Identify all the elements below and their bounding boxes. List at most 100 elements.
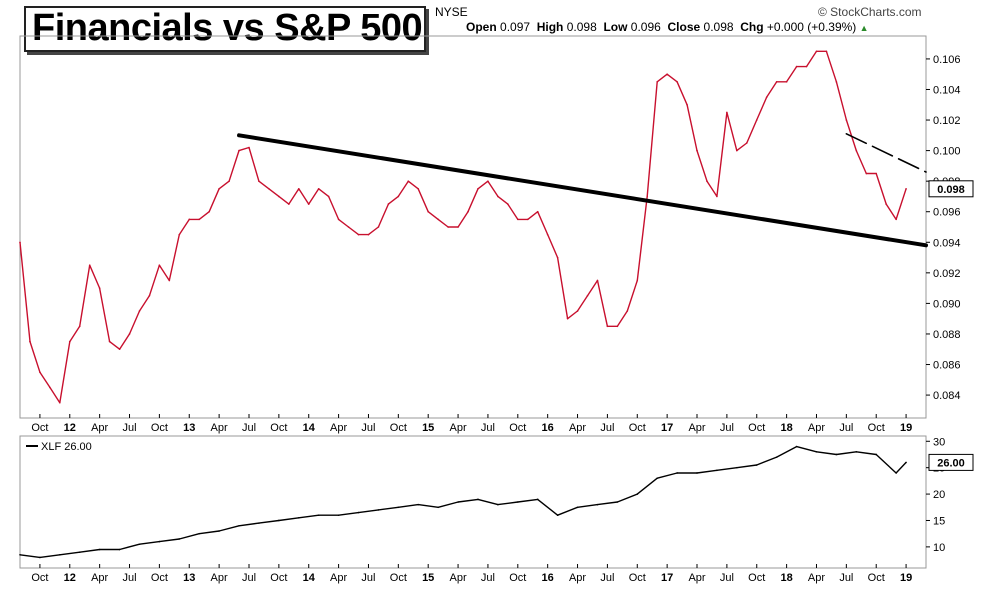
main-data-point xyxy=(367,233,370,236)
main-x-tick-label: Jul xyxy=(481,422,495,434)
main-x-tick-label: 13 xyxy=(183,422,195,434)
main-data-point xyxy=(676,81,678,83)
lower-x-tick-label: Jul xyxy=(720,572,734,584)
lower-x-tick-label: Oct xyxy=(390,572,407,584)
main-data-point xyxy=(118,348,121,351)
lower-series-line xyxy=(19,445,907,559)
lower-data-point xyxy=(576,506,579,509)
main-x-tick-label: Jul xyxy=(720,422,734,434)
main-data-point xyxy=(248,146,250,149)
main-data-point xyxy=(556,256,559,259)
main-data-point xyxy=(397,195,400,198)
main-data-point xyxy=(198,218,201,221)
lower-data-point xyxy=(795,445,798,448)
lower-data-point xyxy=(138,543,141,546)
lower-data-point xyxy=(118,548,121,551)
lower-y-tick-label: 15 xyxy=(933,515,945,527)
lower-close-label: 26.00 xyxy=(937,457,965,469)
lower-data-point xyxy=(536,498,539,501)
lower-data-point xyxy=(78,551,81,553)
main-y-tick-label: 0.104 xyxy=(933,84,961,96)
low-value: 0.096 xyxy=(630,20,661,34)
lower-data-point xyxy=(317,514,320,516)
chart-title: Financials vs S&P 500 xyxy=(32,7,423,49)
lower-data-point xyxy=(238,524,240,527)
main-data-point xyxy=(845,119,848,121)
main-y-tick-label: 0.090 xyxy=(933,298,961,310)
main-y-tick-label: 0.084 xyxy=(933,390,961,402)
lower-x-tick-label: Oct xyxy=(270,572,287,584)
lower-x-tick-label: Apr xyxy=(330,572,347,584)
main-data-point xyxy=(905,188,907,190)
main-close-label-box xyxy=(928,180,974,198)
main-x-tick-label: Oct xyxy=(509,422,526,434)
lower-x-tick-label: 15 xyxy=(422,572,434,584)
main-data-point xyxy=(447,226,449,228)
lower-data-point xyxy=(437,506,439,509)
lower-y-tick-label: 20 xyxy=(933,489,945,501)
main-trendline-solid xyxy=(237,133,928,248)
main-x-tick-label: 12 xyxy=(64,422,76,434)
main-data-point xyxy=(357,233,360,236)
lower-data-point xyxy=(556,514,559,516)
main-data-point xyxy=(88,264,91,267)
main-x-tick-label: Oct xyxy=(629,422,646,434)
lower-data-point xyxy=(198,532,201,535)
main-x-tick-label: Apr xyxy=(569,422,586,434)
main-data-point xyxy=(108,340,111,343)
lower-close-label-box xyxy=(928,453,974,471)
main-data-point xyxy=(307,203,310,205)
main-x-tick-label: Apr xyxy=(450,422,467,434)
lower-data-point xyxy=(716,469,718,472)
main-data-point xyxy=(696,149,698,152)
main-data-point xyxy=(795,65,798,68)
main-y-tick-label: 0.094 xyxy=(933,237,961,249)
lower-data-point xyxy=(656,477,658,480)
lower-x-tick-label: Jul xyxy=(242,572,256,584)
main-y-tick-label: 0.086 xyxy=(933,360,961,372)
lower-data-point xyxy=(736,466,738,469)
main-data-point xyxy=(606,325,609,328)
main-data-point xyxy=(576,310,579,312)
lower-data-point xyxy=(676,472,678,474)
lower-data-point xyxy=(905,461,907,464)
main-data-point xyxy=(895,218,897,221)
main-data-point xyxy=(835,81,838,83)
main-series-line xyxy=(19,50,907,404)
main-data-point xyxy=(626,310,629,312)
lower-data-point xyxy=(357,511,360,514)
main-data-point xyxy=(815,50,818,53)
lower-x-tick-label: Oct xyxy=(31,572,48,584)
main-data-point xyxy=(337,218,340,221)
main-data-point xyxy=(875,172,878,175)
lower-x-tick-label: Jul xyxy=(839,572,853,584)
lower-y-tick-label: 10 xyxy=(933,542,945,554)
main-data-point xyxy=(656,81,658,83)
main-x-tick-label: 18 xyxy=(780,422,792,434)
main-data-point xyxy=(228,180,230,182)
lower-data-point xyxy=(397,506,400,509)
main-data-point xyxy=(258,180,260,182)
lower-x-tick-label: Apr xyxy=(688,572,705,584)
main-y-tick-label: 0.100 xyxy=(933,146,961,158)
main-data-point xyxy=(616,325,619,328)
main-data-point xyxy=(646,195,649,198)
main-data-point xyxy=(78,325,81,328)
main-data-point xyxy=(457,226,459,228)
lower-x-tick-label: Jul xyxy=(481,572,495,584)
lower-x-tick-label: Oct xyxy=(151,572,168,584)
main-x-tick-label: Apr xyxy=(91,422,108,434)
main-data-point xyxy=(885,203,887,205)
main-data-point xyxy=(775,81,778,83)
main-data-point xyxy=(765,96,768,98)
main-data-point xyxy=(507,203,509,205)
lower-x-tick-label: Oct xyxy=(868,572,885,584)
main-y-tick-label: 0.092 xyxy=(933,268,961,280)
main-data-point xyxy=(517,218,519,221)
chart-title-box: Financials vs S&P 500 xyxy=(24,6,426,52)
lower-data-point xyxy=(477,498,479,501)
lower-x-tick-label: 14 xyxy=(303,572,316,584)
lower-data-point xyxy=(616,501,619,503)
main-data-point xyxy=(148,294,151,297)
